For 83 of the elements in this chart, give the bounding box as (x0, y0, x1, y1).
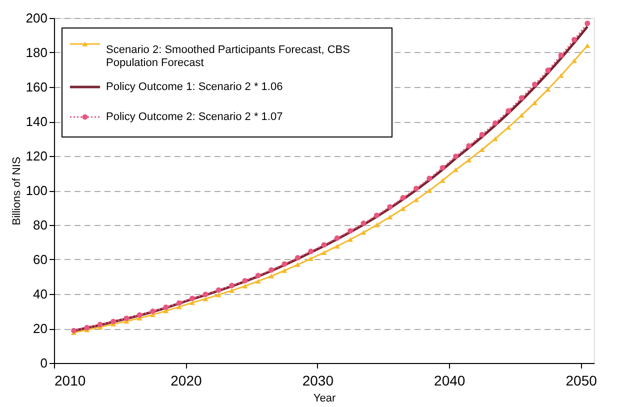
point (84, 324, 90, 330)
x-axis-title: Year (313, 392, 336, 404)
x-tick-label: 2050 (566, 372, 598, 388)
point (479, 132, 485, 138)
y-tick-label: 100 (26, 183, 48, 198)
point (545, 87, 551, 92)
point (255, 278, 261, 284)
point (387, 204, 393, 210)
point (255, 272, 261, 278)
point (308, 248, 314, 254)
point (558, 73, 564, 78)
point (348, 237, 354, 242)
y-tick-label: 140 (26, 114, 48, 129)
y-tick-label: 80 (33, 218, 48, 232)
point (506, 108, 512, 114)
point (440, 164, 446, 170)
point (308, 256, 314, 262)
point (97, 322, 103, 328)
point (294, 262, 300, 268)
point (321, 242, 327, 248)
x-tick-label: 2010 (54, 372, 86, 388)
point (400, 206, 406, 211)
point (584, 43, 590, 48)
point (294, 255, 300, 261)
point (321, 250, 327, 255)
y-tick-label: 120 (26, 148, 48, 164)
point (216, 292, 222, 298)
point (216, 287, 222, 293)
point (229, 282, 235, 288)
point (466, 143, 472, 149)
point (71, 328, 76, 334)
legend-label: Policy Outcome 1: Scenario 2 * 1.06 (106, 81, 283, 93)
point (426, 176, 432, 182)
y-tick-label: 200 (26, 10, 48, 26)
point (558, 52, 564, 58)
point (110, 318, 116, 324)
point (584, 20, 590, 26)
point (400, 195, 406, 200)
point (242, 284, 248, 288)
y-axis-title: Billions of NIS (10, 156, 23, 226)
point (374, 212, 380, 218)
point (360, 230, 366, 235)
legend-label: Policy Outcome 2: Scenario 2 * 1.07 (106, 111, 283, 123)
point (176, 300, 182, 306)
point (387, 214, 393, 220)
point (136, 312, 142, 318)
point (282, 261, 288, 267)
point (545, 68, 551, 73)
x-tick-label: 2020 (170, 372, 202, 388)
point (348, 228, 354, 234)
x-tick-label: 2040 (434, 372, 466, 388)
point (124, 316, 130, 322)
point (360, 220, 366, 226)
point (268, 267, 274, 273)
point (466, 158, 472, 162)
point (282, 268, 288, 273)
point (413, 186, 419, 192)
y-tick-label: 20 (33, 321, 48, 336)
point (334, 235, 340, 241)
x-tick-label: 2030 (302, 372, 334, 388)
point (150, 308, 156, 314)
y-tick-label: 40 (33, 286, 48, 302)
y-tick-label: 180 (26, 45, 48, 60)
point (452, 154, 458, 160)
legend-label: Scenario 2: Smoothed Participants Forecast, CBS Population Forecast (106, 44, 350, 69)
y-tick-label: 160 (26, 80, 48, 94)
point (334, 244, 340, 249)
point (572, 36, 577, 42)
point (202, 292, 208, 298)
y-tick-label: 0 (40, 356, 48, 370)
point (413, 197, 419, 202)
y-tick-label: 60 (33, 252, 48, 267)
point (374, 222, 380, 228)
point (242, 278, 248, 284)
point (572, 58, 577, 64)
point (518, 95, 524, 101)
point (426, 188, 432, 193)
point (268, 274, 274, 278)
point (532, 82, 538, 88)
point (190, 296, 196, 302)
point (492, 120, 498, 126)
point (229, 288, 235, 293)
point (163, 304, 169, 310)
